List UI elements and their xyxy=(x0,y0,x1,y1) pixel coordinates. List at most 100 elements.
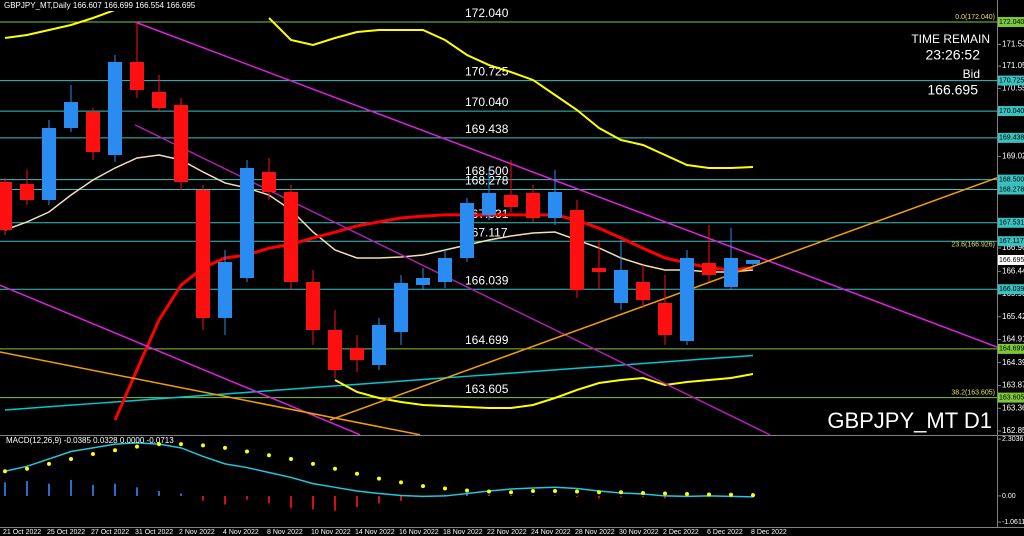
signal-dot xyxy=(157,442,161,447)
x-tick-label: 28 Nov 2022 xyxy=(575,529,615,536)
indicator-line xyxy=(113,213,754,421)
candle-body xyxy=(724,258,738,287)
signal-dot xyxy=(597,490,601,495)
histogram-bar xyxy=(224,495,226,505)
candle-body xyxy=(42,127,56,200)
histogram-bar xyxy=(532,495,534,496)
candle-body xyxy=(130,61,144,91)
histogram-bar xyxy=(268,495,270,504)
bid-box xyxy=(998,255,1024,266)
signal-dot xyxy=(619,490,623,495)
price-box-label: 163.605 xyxy=(999,394,1024,401)
x-tick-label: 8 Nov 2022 xyxy=(267,529,303,536)
signal-dot xyxy=(113,448,117,453)
histogram-bar xyxy=(554,495,556,496)
histogram-bar xyxy=(114,483,116,496)
candle-body xyxy=(394,282,408,333)
histogram-bar xyxy=(48,483,50,496)
candle-body xyxy=(592,267,606,272)
time-remain: 23:26:52 xyxy=(926,47,981,63)
y-tick-label: 2.3036 xyxy=(1002,436,1024,443)
histogram-bar xyxy=(510,495,512,496)
price-box-label: 169.438 xyxy=(999,135,1024,142)
y-tick-label: 163.365 xyxy=(1002,403,1024,412)
price-box-label: 168.500 xyxy=(999,176,1024,183)
signal-dot xyxy=(707,492,711,497)
histogram-bar xyxy=(290,495,292,509)
x-tick-label: 14 Nov 2022 xyxy=(355,529,395,536)
fib-label: 23.6(166.926) xyxy=(951,242,995,249)
horizontal-line-label: 169.438 xyxy=(465,122,509,136)
candle-body xyxy=(372,324,386,366)
price-box-label: 172.040 xyxy=(999,19,1024,26)
bid-label: Bid xyxy=(963,67,980,81)
signal-dot xyxy=(69,456,73,461)
x-tick-label: 21 Oct 2022 xyxy=(3,529,41,536)
candle-body xyxy=(438,258,452,283)
trendline xyxy=(329,177,997,421)
price-box xyxy=(998,17,1024,28)
candle-body xyxy=(614,269,628,303)
header-bg xyxy=(2,1,170,11)
histogram-bar xyxy=(488,494,490,496)
y-tick-label: 169.020 xyxy=(1002,152,1024,161)
y-tick-label: 164.910 xyxy=(1002,335,1024,344)
candle-body xyxy=(152,92,166,108)
price-box xyxy=(998,236,1024,247)
chart-header: GBPJPY_MT,Daily 166.607 166.699 166.554 … xyxy=(4,1,196,10)
x-tick-label: 10 Nov 2022 xyxy=(311,529,351,536)
price-box-label: 167.117 xyxy=(999,238,1024,245)
x-tick-label: 8 Dec 2022 xyxy=(751,529,787,536)
signal-dot xyxy=(377,476,381,481)
x-tick-label: 16 Nov 2022 xyxy=(399,529,439,536)
macd-line xyxy=(4,442,754,498)
y-tick-label: 165.420 xyxy=(1002,312,1024,321)
candle-body xyxy=(548,192,562,219)
signal-dot xyxy=(465,488,469,493)
histogram-bar xyxy=(576,495,578,498)
price-box-label: 168.278 xyxy=(999,186,1024,193)
histogram-bar xyxy=(136,487,138,496)
price-box xyxy=(998,75,1024,86)
price-box xyxy=(998,174,1024,185)
candle-body xyxy=(702,262,716,276)
candle-body xyxy=(746,260,760,264)
histogram-bar xyxy=(26,481,28,496)
price-box xyxy=(998,284,1024,295)
x-tick-label: 2 Dec 2022 xyxy=(663,529,699,536)
histogram-bar xyxy=(466,493,468,496)
symbol-label: GBPJPY_MT D1 xyxy=(827,408,992,433)
price-box-label: 170.040 xyxy=(999,108,1024,115)
y-tick-label: 166.965 xyxy=(1002,243,1024,252)
signal-dot xyxy=(355,471,359,476)
signal-dot xyxy=(179,442,183,447)
price-box xyxy=(998,106,1024,117)
histogram-bar xyxy=(334,495,336,511)
candle-body xyxy=(0,181,12,230)
x-tick-label: 2 Nov 2022 xyxy=(179,529,215,536)
signal-dot xyxy=(553,489,557,494)
y-tick-label: 0.00 xyxy=(1002,493,1016,500)
candle-body xyxy=(108,61,122,156)
indicator-line xyxy=(268,17,754,170)
horizontal-line-label: 172.040 xyxy=(465,6,509,20)
histogram-bar xyxy=(158,491,160,496)
y-tick-label: 171.535 xyxy=(1002,40,1024,49)
candle-body xyxy=(416,277,430,285)
trendline xyxy=(134,21,997,348)
signal-dot xyxy=(25,466,29,471)
histogram-bar xyxy=(92,484,94,496)
candle-body xyxy=(306,282,320,331)
time-remain-label: TIME REMAIN xyxy=(911,32,990,46)
candle-body xyxy=(262,171,276,193)
x-tick-label: 4 Nov 2022 xyxy=(223,529,259,536)
histogram-bar xyxy=(202,495,204,501)
price-box-label: 164.699 xyxy=(999,346,1024,353)
signal-dot xyxy=(311,461,315,466)
candle-body xyxy=(64,102,78,128)
candle-body xyxy=(636,282,650,300)
x-tick-label: 25 Oct 2022 xyxy=(47,529,85,536)
signal-dot xyxy=(245,449,249,454)
main-plot: 172.040 170.725 170.040 169.438 168.500168.2… xyxy=(0,6,997,435)
